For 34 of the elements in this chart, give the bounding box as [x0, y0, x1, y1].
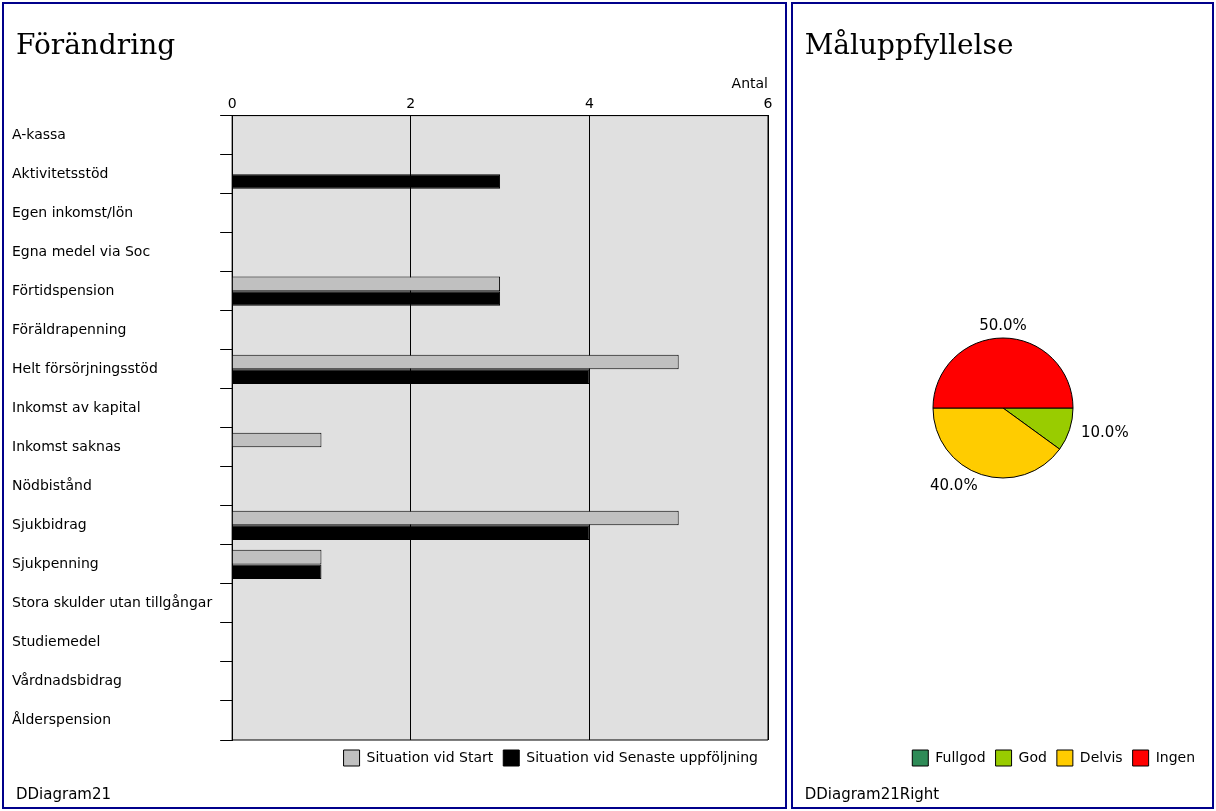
- y-tick-label: Helt försörjningsstöd: [12, 359, 158, 376]
- legend-label: Delvis: [1079, 748, 1123, 765]
- y-tick-label: Sjukpenning: [12, 555, 99, 572]
- data-label: 40.0%: [929, 475, 978, 494]
- y-tick-label: Inkomst av kapital: [12, 398, 141, 415]
- x-tick-label: 6: [763, 94, 773, 111]
- legend-label: Fullgod: [935, 748, 986, 765]
- y-tick-label: Inkomst saknas: [12, 437, 121, 454]
- chart-title: Förändring: [16, 28, 176, 61]
- x-tick-label: 0: [227, 94, 237, 111]
- x-tick-label: 2: [406, 94, 416, 111]
- y-tick-label: Nödbistånd: [12, 476, 92, 493]
- legend-label: Situation vid Senaste uppföljning: [526, 748, 759, 765]
- x-tick-label: 4: [584, 94, 594, 111]
- data-label: 10.0%: [1080, 423, 1129, 442]
- text: DDiagram21Right: [804, 785, 940, 803]
- y-tick-label: Egna medel via Soc: [12, 242, 151, 259]
- legend-label: Situation vid Start: [366, 748, 494, 765]
- y-tick-label: Sjukbidrag: [12, 516, 87, 532]
- data-label: 50.0%: [978, 315, 1027, 334]
- y-tick-label: Ålderspension: [12, 711, 112, 728]
- legend-label: Ingen: [1155, 748, 1195, 765]
- y-tick-label: Vårdnadsbidrag: [12, 672, 122, 689]
- x-axis-title: Antal: [731, 75, 768, 92]
- y-tick-label: Förtidspension: [12, 281, 115, 298]
- y-tick-label: A-kassa: [12, 125, 66, 142]
- y-tick-label: Stora skulder utan tillgångar: [12, 594, 213, 611]
- chart-title: Måluppfyllelse: [804, 28, 1014, 61]
- text: DDiagram21: [16, 785, 112, 803]
- legend-label: God: [1018, 748, 1047, 765]
- y-tick-label: Föräldrapenning: [12, 320, 127, 337]
- y-tick-label: Egen inkomst/lön: [12, 203, 134, 220]
- y-tick-label: Studiemedel: [12, 633, 101, 650]
- y-tick-label: Aktivitetsstöd: [12, 164, 109, 181]
